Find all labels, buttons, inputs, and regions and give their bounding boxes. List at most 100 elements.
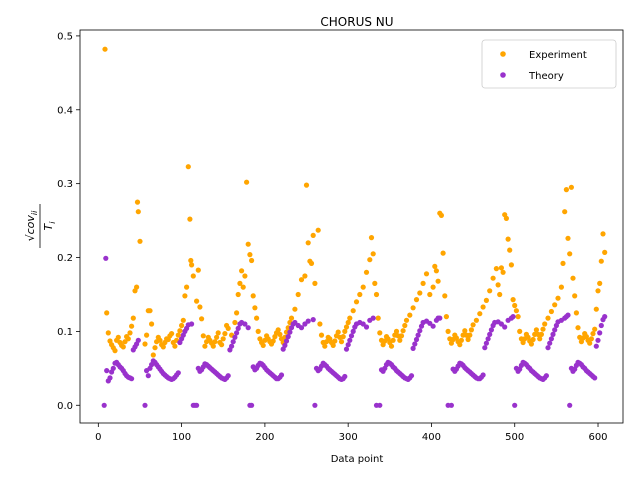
data-point-theory bbox=[110, 365, 116, 371]
data-point-theory bbox=[595, 337, 601, 343]
data-point-experiment bbox=[517, 328, 523, 334]
data-point-experiment bbox=[303, 182, 310, 188]
data-point-experiment bbox=[347, 315, 353, 321]
data-point-theory bbox=[234, 330, 240, 336]
data-point-experiment bbox=[184, 284, 190, 290]
data-point-experiment bbox=[104, 310, 110, 316]
data-point-theory bbox=[408, 373, 415, 379]
data-point-theory bbox=[482, 345, 488, 351]
legend-label-experiment: Experiment bbox=[529, 50, 587, 61]
data-point-experiment bbox=[332, 338, 338, 344]
data-point-experiment bbox=[530, 336, 536, 343]
data-point-theory bbox=[232, 334, 238, 340]
data-point-theory bbox=[592, 375, 598, 381]
data-point-experiment bbox=[185, 164, 191, 170]
data-point-experiment bbox=[572, 293, 578, 299]
data-point-experiment bbox=[310, 232, 316, 238]
data-point-theory bbox=[480, 372, 486, 378]
data-point-experiment bbox=[420, 280, 426, 286]
data-point-experiment bbox=[202, 343, 208, 349]
data-point-experiment bbox=[180, 317, 186, 323]
data-point-theory bbox=[543, 373, 550, 379]
y-tick-label: 0.0 bbox=[57, 401, 73, 412]
data-point-experiment bbox=[498, 265, 504, 271]
data-point-theory bbox=[593, 343, 599, 349]
data-point-experiment bbox=[235, 291, 241, 298]
data-point-experiment bbox=[423, 271, 430, 277]
data-point-theory bbox=[548, 336, 555, 342]
data-point-experiment bbox=[322, 343, 328, 349]
data-point-experiment bbox=[587, 340, 593, 346]
data-point-experiment bbox=[590, 331, 596, 337]
x-axis-label: Data point bbox=[331, 454, 384, 465]
data-point-experiment bbox=[567, 251, 573, 257]
data-point-experiment bbox=[255, 328, 261, 334]
data-point-experiment bbox=[393, 328, 400, 334]
data-point-experiment bbox=[298, 277, 305, 283]
x-tick-label: 600 bbox=[588, 432, 607, 443]
data-point-experiment bbox=[134, 199, 141, 205]
data-point-experiment bbox=[538, 331, 545, 337]
data-point-experiment bbox=[377, 330, 383, 336]
data-point-experiment bbox=[503, 215, 509, 221]
data-point-experiment bbox=[597, 280, 603, 286]
data-point-theory bbox=[502, 324, 508, 330]
data-point-experiment bbox=[600, 231, 606, 237]
svg-text:Ti: Ti bbox=[42, 221, 57, 231]
data-point-experiment bbox=[435, 278, 441, 284]
data-point-theory bbox=[104, 368, 110, 374]
data-point-theory bbox=[310, 317, 316, 323]
data-point-experiment bbox=[512, 302, 518, 309]
data-point-theory bbox=[545, 345, 551, 351]
data-point-experiment bbox=[417, 290, 423, 296]
data-point-experiment bbox=[508, 262, 514, 268]
y-axis-ticks: 0.0 0.1 0.2 0.3 0.4 0.5 bbox=[57, 31, 80, 412]
data-point-experiment bbox=[342, 328, 348, 334]
data-point-theory bbox=[510, 314, 516, 320]
data-point-theory bbox=[225, 373, 231, 379]
data-point-theory bbox=[437, 315, 443, 321]
data-point-experiment bbox=[177, 328, 183, 334]
data-point-experiment bbox=[199, 316, 205, 322]
data-point-theory bbox=[235, 325, 241, 331]
data-point-experiment bbox=[468, 327, 474, 333]
legend: Experiment Theory bbox=[481, 39, 617, 89]
data-point-experiment bbox=[593, 306, 599, 312]
y-tick-label: 0.2 bbox=[57, 253, 73, 264]
data-point-theory bbox=[342, 373, 348, 380]
data-point-experiment bbox=[563, 187, 570, 193]
data-point-experiment bbox=[510, 297, 516, 303]
data-point-theory bbox=[598, 322, 604, 329]
data-point-experiment bbox=[507, 247, 513, 253]
data-point-experiment bbox=[144, 332, 150, 338]
data-point-experiment bbox=[373, 291, 380, 298]
data-point-theory bbox=[292, 319, 298, 326]
plot-frame bbox=[79, 29, 624, 424]
data-point-experiment bbox=[537, 336, 543, 342]
data-point-experiment bbox=[105, 330, 111, 336]
data-point-experiment bbox=[130, 315, 136, 321]
data-point-experiment bbox=[540, 326, 546, 332]
data-point-experiment bbox=[353, 299, 360, 305]
data-point-experiment bbox=[308, 260, 315, 266]
data-point-theory bbox=[488, 327, 494, 333]
data-point-theory bbox=[343, 346, 350, 352]
data-point-experiment bbox=[150, 352, 156, 358]
data-point-theory bbox=[189, 321, 195, 327]
data-point-experiment bbox=[343, 324, 350, 330]
data-point-theory bbox=[287, 329, 293, 335]
data-point-experiment bbox=[277, 331, 283, 337]
data-point-experiment bbox=[443, 314, 449, 320]
data-point-theory bbox=[145, 373, 151, 379]
data-point-experiment bbox=[500, 269, 506, 275]
data-point-experiment bbox=[470, 322, 476, 328]
data-point-theory bbox=[175, 370, 181, 376]
data-point-experiment bbox=[182, 293, 188, 299]
data-point-experiment bbox=[367, 257, 373, 263]
data-point-experiment bbox=[505, 236, 511, 242]
data-point-experiment bbox=[542, 321, 548, 327]
data-point-experiment bbox=[252, 305, 258, 311]
data-point-experiment bbox=[135, 209, 141, 215]
data-point-experiment bbox=[562, 209, 568, 215]
data-point-experiment bbox=[568, 184, 575, 190]
